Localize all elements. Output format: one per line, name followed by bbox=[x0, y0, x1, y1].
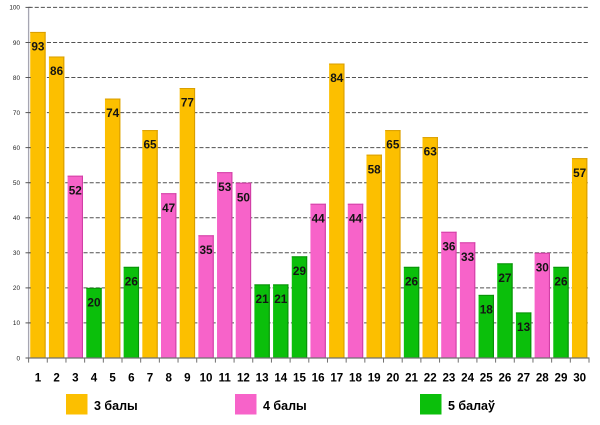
svg-text:35: 35 bbox=[199, 243, 213, 257]
svg-text:18: 18 bbox=[349, 372, 362, 385]
svg-text:7: 7 bbox=[147, 372, 153, 385]
svg-text:52: 52 bbox=[69, 183, 83, 197]
svg-text:44: 44 bbox=[312, 211, 326, 225]
svg-text:53: 53 bbox=[218, 180, 232, 194]
svg-text:58: 58 bbox=[368, 162, 382, 176]
svg-text:21: 21 bbox=[256, 292, 270, 306]
svg-text:9: 9 bbox=[184, 372, 191, 385]
svg-text:30: 30 bbox=[536, 260, 550, 274]
svg-text:2: 2 bbox=[53, 372, 59, 385]
svg-text:17: 17 bbox=[330, 372, 343, 385]
svg-text:6: 6 bbox=[128, 372, 135, 385]
svg-text:21: 21 bbox=[405, 372, 418, 385]
svg-text:27: 27 bbox=[498, 271, 512, 285]
svg-text:29: 29 bbox=[555, 372, 568, 385]
svg-text:3 балы: 3 балы bbox=[94, 399, 138, 413]
svg-text:80: 80 bbox=[13, 75, 21, 82]
svg-text:21: 21 bbox=[274, 292, 288, 306]
svg-text:100: 100 bbox=[9, 5, 20, 12]
svg-text:22: 22 bbox=[424, 372, 437, 385]
svg-text:90: 90 bbox=[13, 40, 21, 47]
svg-text:44: 44 bbox=[349, 211, 363, 225]
svg-text:36: 36 bbox=[442, 239, 456, 253]
svg-text:16: 16 bbox=[312, 372, 325, 385]
svg-text:13: 13 bbox=[517, 320, 531, 334]
svg-text:11: 11 bbox=[219, 372, 232, 385]
svg-text:27: 27 bbox=[517, 372, 530, 385]
svg-text:20: 20 bbox=[87, 295, 101, 309]
svg-text:28: 28 bbox=[536, 372, 549, 385]
svg-text:5: 5 bbox=[109, 372, 116, 385]
svg-text:65: 65 bbox=[386, 138, 400, 152]
svg-text:13: 13 bbox=[256, 372, 269, 385]
svg-text:50: 50 bbox=[237, 190, 251, 204]
svg-text:4 балы: 4 балы bbox=[263, 399, 307, 413]
svg-text:26: 26 bbox=[125, 274, 139, 288]
svg-text:26: 26 bbox=[498, 372, 511, 385]
svg-text:25: 25 bbox=[480, 372, 493, 385]
svg-text:86: 86 bbox=[50, 64, 64, 78]
svg-text:23: 23 bbox=[442, 372, 455, 385]
svg-text:70: 70 bbox=[13, 110, 21, 117]
svg-text:20: 20 bbox=[13, 285, 21, 292]
svg-text:20: 20 bbox=[386, 372, 399, 385]
svg-text:47: 47 bbox=[162, 201, 176, 215]
svg-text:10: 10 bbox=[13, 320, 21, 327]
svg-text:33: 33 bbox=[461, 250, 475, 264]
svg-text:30: 30 bbox=[573, 372, 586, 385]
svg-text:12: 12 bbox=[237, 372, 250, 385]
svg-text:14: 14 bbox=[274, 372, 287, 385]
svg-text:77: 77 bbox=[181, 96, 195, 110]
svg-text:60: 60 bbox=[13, 145, 21, 152]
svg-text:40: 40 bbox=[13, 215, 21, 222]
svg-text:15: 15 bbox=[293, 372, 306, 385]
svg-text:26: 26 bbox=[554, 274, 568, 288]
svg-text:24: 24 bbox=[461, 372, 474, 385]
svg-text:26: 26 bbox=[405, 274, 419, 288]
svg-text:18: 18 bbox=[480, 302, 494, 316]
svg-text:1: 1 bbox=[35, 372, 42, 385]
svg-text:8: 8 bbox=[165, 372, 172, 385]
svg-text:10: 10 bbox=[200, 372, 213, 385]
svg-text:93: 93 bbox=[31, 40, 45, 54]
svg-text:29: 29 bbox=[293, 264, 307, 278]
svg-text:50: 50 bbox=[13, 180, 21, 187]
svg-text:3: 3 bbox=[72, 372, 79, 385]
svg-text:19: 19 bbox=[368, 372, 381, 385]
svg-text:5 балаў: 5 балаў bbox=[448, 399, 495, 413]
svg-text:57: 57 bbox=[573, 166, 587, 180]
svg-text:0: 0 bbox=[16, 355, 20, 362]
svg-text:63: 63 bbox=[424, 145, 438, 159]
svg-text:65: 65 bbox=[143, 138, 157, 152]
svg-text:30: 30 bbox=[13, 250, 21, 257]
svg-text:4: 4 bbox=[91, 372, 98, 385]
svg-text:74: 74 bbox=[106, 106, 120, 120]
svg-text:84: 84 bbox=[330, 71, 344, 85]
